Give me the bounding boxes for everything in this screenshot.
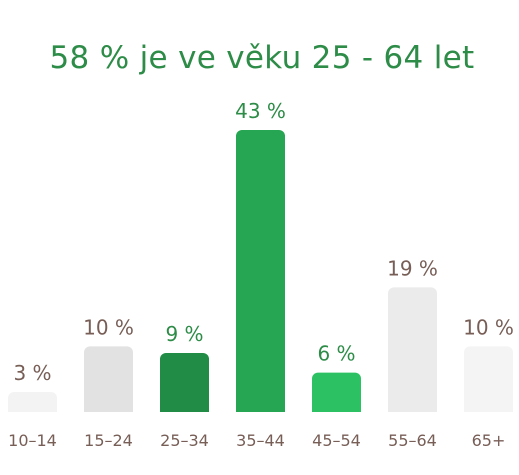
value-label: 9 % [165, 322, 203, 346]
bar-45–54 [312, 372, 361, 420]
value-label: 3 % [13, 361, 51, 385]
category-label: 45–54 [312, 431, 361, 450]
category-label: 10–14 [8, 431, 57, 450]
chart-title: 58 % je ve věku 25 - 64 let [50, 40, 475, 76]
category-label: 35–44 [236, 431, 285, 450]
value-label: 10 % [83, 315, 134, 339]
category-label: 15–24 [84, 431, 133, 450]
value-labels-group: 3 % 10 % 9 % 43 % 6 % 19 % 10 % [13, 99, 513, 385]
category-label: 55–64 [388, 431, 437, 450]
category-label: 65+ [472, 431, 506, 450]
bar-65+ [464, 346, 513, 420]
value-label: 6 % [317, 342, 355, 366]
bar-25–34 [160, 352, 209, 420]
bar-35–44 [236, 130, 285, 420]
value-label: 19 % [387, 256, 438, 280]
bar-55–64 [388, 287, 437, 420]
value-label: 43 % [235, 99, 286, 123]
value-label: 10 % [463, 315, 514, 339]
category-label: 25–34 [160, 431, 209, 450]
category-labels-group: 10–14 15–24 25–34 35–44 45–54 55–64 65+ [8, 431, 505, 450]
baseline-mask [0, 412, 519, 422]
bar-15–24 [84, 346, 133, 420]
bars-group [0, 130, 519, 422]
